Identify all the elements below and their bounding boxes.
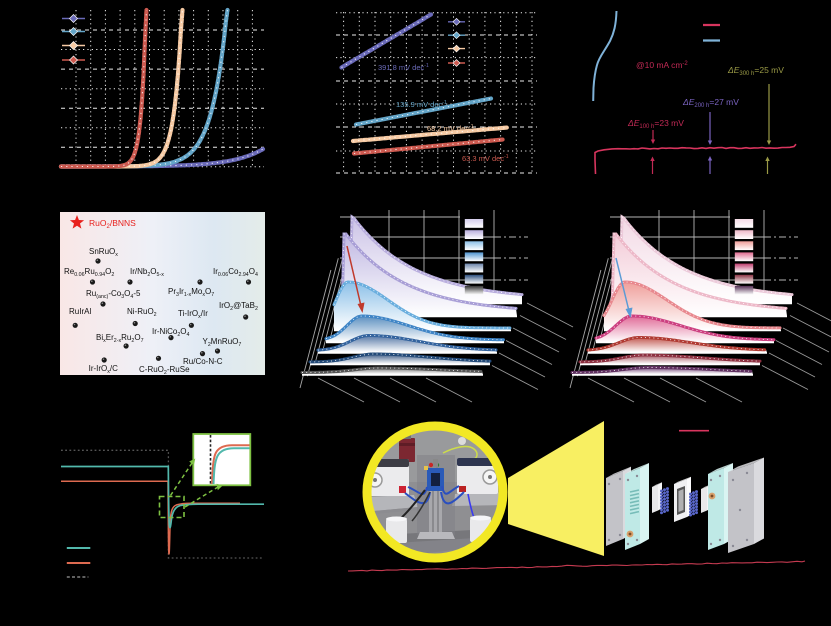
svg-text:Pr3Ir1-xMoxO7: Pr3Ir1-xMoxO7 xyxy=(168,287,214,298)
svg-text:Re0.06Ru0.94O2: Re0.06Ru0.94O2 xyxy=(64,267,114,278)
svg-text:ΔE100 h=23 mV: ΔE100 h=23 mV xyxy=(627,118,684,130)
svg-text:ΔE200 h=27 mV: ΔE200 h=27 mV xyxy=(682,97,739,109)
svg-text:BixEr2-xRu2O7: BixEr2-xRu2O7 xyxy=(96,333,144,344)
svg-text:Ni-RuO2: Ni-RuO2 xyxy=(127,307,157,318)
svg-text:C-RuO2-RuSe: C-RuO2-RuSe xyxy=(139,365,190,376)
svg-text:135.9 mV dec-1: 135.9 mV dec-1 xyxy=(396,100,447,109)
svg-text:Ru(anc)-Co3O4-5: Ru(anc)-Co3O4-5 xyxy=(86,289,141,300)
svg-text:63.3 mV dec-1: 63.3 mV dec-1 xyxy=(462,154,509,163)
svg-text:68.2 mV dec-1: 68.2 mV dec-1 xyxy=(427,124,474,133)
svg-text:ΔE300 h=25 mV: ΔE300 h=25 mV xyxy=(727,65,784,77)
svg-text:Ir-NiCo2O4: Ir-NiCo2O4 xyxy=(152,327,190,338)
svg-text:IrO2@TaB2: IrO2@TaB2 xyxy=(219,301,258,312)
svg-text:@10 mA cm-2: @10 mA cm-2 xyxy=(636,60,688,70)
svg-text:Y2MnRuO7: Y2MnRuO7 xyxy=(203,337,242,348)
svg-text:Ir-IrOx/C: Ir-IrOx/C xyxy=(89,364,119,375)
svg-text:SnRuOx: SnRuOx xyxy=(89,247,118,258)
svg-text:Ti-IrOx/Ir: Ti-IrOx/Ir xyxy=(178,309,208,320)
svg-text:Ru/Co-N-C: Ru/Co-N-C xyxy=(183,357,223,366)
svg-text:391.8 mV dec-1: 391.8 mV dec-1 xyxy=(378,63,429,72)
svg-text:Ir/Nb2O5-x: Ir/Nb2O5-x xyxy=(130,267,164,278)
svg-text:RuIrAl: RuIrAl xyxy=(69,307,91,316)
svg-text:Ir0.06Co2.94O4: Ir0.06Co2.94O4 xyxy=(213,267,258,278)
svg-text:RuO2/BNNS: RuO2/BNNS xyxy=(89,218,136,230)
